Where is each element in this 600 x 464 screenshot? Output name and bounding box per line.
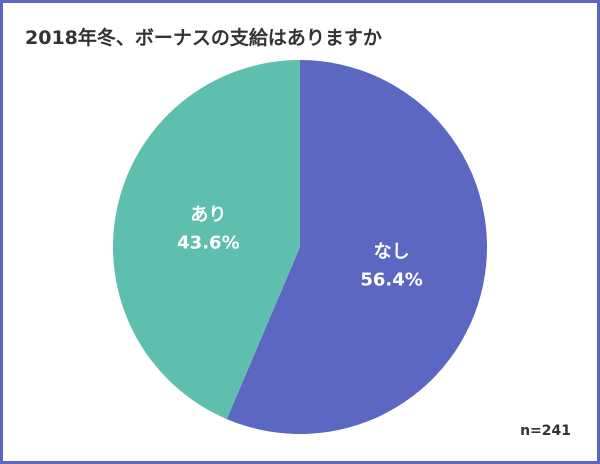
slice-value-0: 56.4%: [360, 270, 422, 291]
slice-label-0: なし: [374, 242, 410, 263]
sample-size-note: n=241: [520, 423, 571, 439]
pie-slice-1: [113, 60, 300, 420]
slice-label-1: あり: [190, 204, 226, 225]
chart-title: 2018年冬、ボーナスの支給はありますか: [25, 27, 382, 49]
slice-value-1: 43.6%: [177, 232, 239, 253]
pie-slice-0: [226, 60, 488, 434]
